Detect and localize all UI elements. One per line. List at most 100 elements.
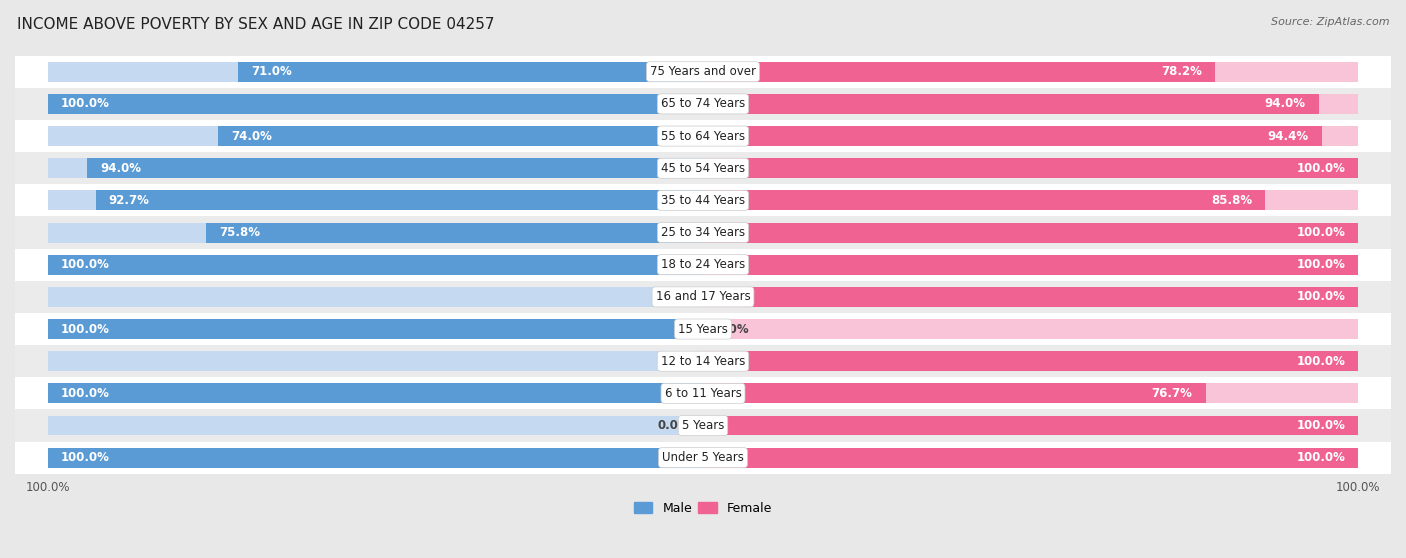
- Bar: [48, 126, 703, 146]
- Bar: [207, 223, 703, 243]
- Bar: [703, 158, 1358, 178]
- Text: 25 to 34 Years: 25 to 34 Years: [661, 226, 745, 239]
- Text: 94.0%: 94.0%: [100, 162, 141, 175]
- Text: 5 Years: 5 Years: [682, 419, 724, 432]
- Bar: [0, 217, 1406, 249]
- Bar: [703, 190, 1358, 210]
- Bar: [48, 448, 703, 468]
- Bar: [48, 319, 703, 339]
- Text: 18 to 24 Years: 18 to 24 Years: [661, 258, 745, 271]
- Bar: [0, 56, 1406, 88]
- Text: 100.0%: 100.0%: [1296, 258, 1346, 271]
- Text: 0.0%: 0.0%: [657, 419, 690, 432]
- Bar: [0, 152, 1406, 184]
- Text: 100.0%: 100.0%: [1296, 419, 1346, 432]
- Bar: [0, 184, 1406, 217]
- Text: 71.0%: 71.0%: [250, 65, 291, 78]
- Bar: [703, 448, 1358, 468]
- Bar: [48, 190, 703, 210]
- Bar: [0, 345, 1406, 377]
- Bar: [703, 351, 1358, 371]
- Text: 0.0%: 0.0%: [657, 355, 690, 368]
- Bar: [87, 158, 703, 178]
- Bar: [48, 94, 703, 114]
- Text: 12 to 14 Years: 12 to 14 Years: [661, 355, 745, 368]
- Bar: [703, 383, 1358, 403]
- Bar: [0, 377, 1406, 410]
- Bar: [48, 448, 703, 468]
- Text: 100.0%: 100.0%: [1296, 162, 1346, 175]
- Text: 100.0%: 100.0%: [1296, 290, 1346, 304]
- Bar: [703, 126, 1322, 146]
- Bar: [48, 351, 703, 371]
- Text: 85.8%: 85.8%: [1211, 194, 1253, 207]
- Bar: [0, 281, 1406, 313]
- Text: Source: ZipAtlas.com: Source: ZipAtlas.com: [1271, 17, 1389, 27]
- Bar: [703, 255, 1358, 275]
- Text: 55 to 64 Years: 55 to 64 Years: [661, 129, 745, 143]
- Text: 74.0%: 74.0%: [231, 129, 273, 143]
- Text: 76.7%: 76.7%: [1152, 387, 1192, 400]
- Bar: [703, 383, 1205, 403]
- Bar: [238, 62, 703, 81]
- Bar: [48, 383, 703, 403]
- Bar: [703, 223, 1358, 243]
- Text: 100.0%: 100.0%: [60, 451, 110, 464]
- Text: 65 to 74 Years: 65 to 74 Years: [661, 98, 745, 110]
- Bar: [0, 249, 1406, 281]
- Text: 100.0%: 100.0%: [60, 323, 110, 335]
- Bar: [0, 441, 1406, 474]
- Text: 78.2%: 78.2%: [1161, 65, 1202, 78]
- Bar: [703, 223, 1358, 243]
- Text: 45 to 54 Years: 45 to 54 Years: [661, 162, 745, 175]
- Text: Under 5 Years: Under 5 Years: [662, 451, 744, 464]
- Text: 16 and 17 Years: 16 and 17 Years: [655, 290, 751, 304]
- Text: 75.8%: 75.8%: [219, 226, 260, 239]
- Bar: [703, 94, 1319, 114]
- Bar: [218, 126, 703, 146]
- Text: 6 to 11 Years: 6 to 11 Years: [665, 387, 741, 400]
- Bar: [0, 410, 1406, 441]
- Bar: [48, 287, 703, 307]
- Text: 0.0%: 0.0%: [657, 290, 690, 304]
- Text: 94.0%: 94.0%: [1265, 98, 1306, 110]
- Text: 100.0%: 100.0%: [60, 258, 110, 271]
- Text: 100.0%: 100.0%: [60, 387, 110, 400]
- Text: 100.0%: 100.0%: [60, 98, 110, 110]
- Legend: Male, Female: Male, Female: [628, 497, 778, 519]
- Bar: [48, 62, 703, 81]
- Bar: [703, 126, 1358, 146]
- Bar: [703, 287, 1358, 307]
- Text: 100.0%: 100.0%: [1296, 451, 1346, 464]
- Bar: [0, 88, 1406, 120]
- Bar: [48, 319, 703, 339]
- Bar: [703, 190, 1265, 210]
- Bar: [48, 94, 703, 114]
- Text: 92.7%: 92.7%: [108, 194, 149, 207]
- Bar: [703, 351, 1358, 371]
- Bar: [0, 313, 1406, 345]
- Text: 100.0%: 100.0%: [1296, 226, 1346, 239]
- Bar: [48, 158, 703, 178]
- Bar: [703, 416, 1358, 435]
- Bar: [703, 319, 1358, 339]
- Bar: [48, 255, 703, 275]
- Text: INCOME ABOVE POVERTY BY SEX AND AGE IN ZIP CODE 04257: INCOME ABOVE POVERTY BY SEX AND AGE IN Z…: [17, 17, 495, 32]
- Bar: [703, 62, 1215, 81]
- Text: 15 Years: 15 Years: [678, 323, 728, 335]
- Text: 100.0%: 100.0%: [1296, 355, 1346, 368]
- Bar: [703, 416, 1358, 435]
- Text: 0.0%: 0.0%: [716, 323, 749, 335]
- Bar: [703, 62, 1358, 81]
- Bar: [703, 287, 1358, 307]
- Bar: [0, 120, 1406, 152]
- Text: 75 Years and over: 75 Years and over: [650, 65, 756, 78]
- Text: 94.4%: 94.4%: [1267, 129, 1309, 143]
- Bar: [703, 448, 1358, 468]
- Bar: [703, 158, 1358, 178]
- Bar: [703, 255, 1358, 275]
- Bar: [48, 223, 703, 243]
- Bar: [703, 94, 1358, 114]
- Bar: [48, 383, 703, 403]
- Bar: [96, 190, 703, 210]
